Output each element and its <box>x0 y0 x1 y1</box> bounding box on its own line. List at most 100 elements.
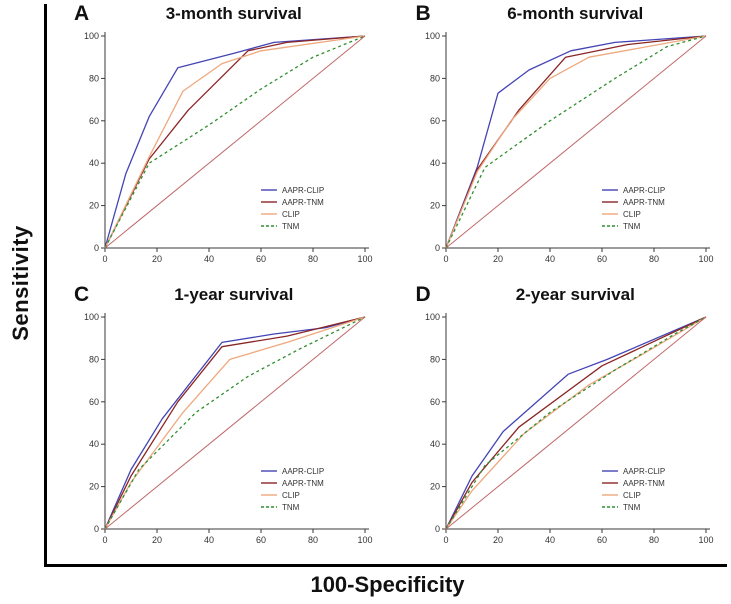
y-tick-label: 80 <box>430 354 440 364</box>
y-tick-label: 100 <box>84 312 99 322</box>
x-tick-label: 60 <box>597 535 607 545</box>
legend-label-AAPR-CLIP: AAPR-CLIP <box>623 186 665 195</box>
y-tick-label: 20 <box>89 201 99 211</box>
y-tick-label: 0 <box>94 524 99 534</box>
y-tick-label: 40 <box>89 439 99 449</box>
x-axis-label: 100-Specificity <box>310 572 465 597</box>
legend-label-TNM: TNM <box>282 222 300 231</box>
y-tick-label: 100 <box>425 312 440 322</box>
y-tick-label: 0 <box>94 243 99 253</box>
y-tick-label: 40 <box>89 158 99 168</box>
y-tick-label: 100 <box>425 31 440 41</box>
y-tick-label: 60 <box>430 397 440 407</box>
x-tick-label: 100 <box>357 535 372 545</box>
panel-letter-d: D <box>415 283 431 306</box>
roc-chart-6-month: 0 20 40 60 80 100 0 20 40 60 80 100 AAPR-CLIP AAPR-TN… <box>425 31 714 264</box>
roc-curve-AAPR-CLIP <box>445 316 707 530</box>
legend-label-TNM: TNM <box>623 503 641 512</box>
roc-curve-AAPR-CLIP <box>104 35 365 249</box>
panel-2-year: D 2-year survival 0 20 40 60 80 100 0 20 40 60 80 1… <box>390 283 731 564</box>
y-tick-label: 80 <box>89 73 99 83</box>
y-tick-label: 20 <box>430 201 440 211</box>
roc-curve-AAPR-TNM <box>445 35 707 249</box>
y-tick-label: 40 <box>430 439 440 449</box>
x-tick-label: 80 <box>308 535 318 545</box>
panel-2-year-header: D 2-year survival <box>390 283 731 309</box>
x-tick-label: 60 <box>597 254 607 264</box>
roc-chart-3-month: 0 20 40 60 80 100 0 20 40 60 80 100 AAPR-CLIP AAPR-TN… <box>84 31 373 264</box>
y-tick-label: 0 <box>435 243 440 253</box>
y-tick-label: 40 <box>430 158 440 168</box>
x-tick-label: 20 <box>493 254 503 264</box>
x-tick-label: 80 <box>649 254 659 264</box>
x-tick-label: 100 <box>357 254 372 264</box>
y-tick-label: 60 <box>89 397 99 407</box>
roc-curve-reference <box>104 316 366 530</box>
roc-curve-reference <box>104 35 366 249</box>
roc-curve-AAPR-TNM <box>104 316 365 530</box>
y-tick-label: 80 <box>430 73 440 83</box>
x-tick-label: 0 <box>444 254 449 264</box>
legend-label-CLIP: CLIP <box>623 491 641 500</box>
x-tick-label: 40 <box>204 535 214 545</box>
roc-curve-TNM <box>104 316 366 530</box>
x-tick-label: 0 <box>102 535 107 545</box>
panel-6-month-header: B 6-month survival <box>390 2 731 28</box>
roc-curve-TNM <box>445 316 707 530</box>
legend-label-AAPR-TNM: AAPR-TNM <box>282 198 324 207</box>
y-tick-label: 80 <box>89 354 99 364</box>
roc-chart-2-year: 0 20 40 60 80 100 0 20 40 60 80 100 AAPR-CLIP AAPR-TN… <box>425 312 714 545</box>
panels-grid: A 3-month survival 0 20 40 60 80 100 0 20 40 60 80… <box>48 2 731 564</box>
y-tick-label: 60 <box>430 116 440 126</box>
roc-curve-TNM <box>104 35 365 249</box>
x-tick-label: 100 <box>699 254 714 264</box>
legend-label-CLIP: CLIP <box>282 210 300 219</box>
panel-title-6-month: 6-month survival <box>507 4 644 23</box>
panel-title-3-month: 3-month survival <box>165 4 302 23</box>
y-tick-label: 20 <box>430 482 440 492</box>
x-tick-label: 0 <box>102 254 107 264</box>
x-tick-label: 20 <box>152 254 162 264</box>
roc-chart-1-year: 0 20 40 60 80 100 0 20 40 60 80 100 AAPR-CLIP AAPR-TN… <box>84 312 373 545</box>
roc-curve-AAPR-TNM <box>445 316 707 530</box>
x-tick-label: 40 <box>204 254 214 264</box>
panel-1-year: C 1-year survival 0 20 40 60 80 100 0 20 40 60 80 1… <box>48 283 390 564</box>
roc-curve-CLIP <box>445 316 707 530</box>
x-tick-label: 40 <box>545 254 555 264</box>
panel-title-1-year: 1-year survival <box>174 285 294 304</box>
roc-curve-AAPR-TNM <box>104 35 365 249</box>
roc-curve-CLIP <box>104 35 365 249</box>
legend-label-AAPR-CLIP: AAPR-CLIP <box>623 467 665 476</box>
x-tick-label: 20 <box>493 535 503 545</box>
panel-letter-a: A <box>74 2 90 25</box>
panel-1-year-header: C 1-year survival <box>48 283 390 309</box>
y-tick-label: 20 <box>89 482 99 492</box>
panel-letter-b: B <box>415 2 431 25</box>
x-tick-label: 60 <box>256 535 266 545</box>
legend-label-TNM: TNM <box>282 503 300 512</box>
x-tick-label: 80 <box>308 254 318 264</box>
roc-curve-AAPR-CLIP <box>104 316 365 530</box>
panel-letter-c: C <box>74 283 90 306</box>
panel-title-2-year: 2-year survival <box>515 285 635 304</box>
legend-label-CLIP: CLIP <box>282 491 300 500</box>
y-tick-label: 60 <box>89 116 99 126</box>
legend-label-AAPR-TNM: AAPR-TNM <box>282 479 324 488</box>
y-tick-label: 100 <box>84 31 99 41</box>
legend-label-AAPR-CLIP: AAPR-CLIP <box>282 467 324 476</box>
panel-3-month: A 3-month survival 0 20 40 60 80 100 0 20 40 60 80… <box>48 2 390 283</box>
roc-curve-reference <box>445 35 707 249</box>
legend-label-AAPR-TNM: AAPR-TNM <box>623 479 665 488</box>
x-tick-label: 40 <box>545 535 555 545</box>
legend-label-AAPR-TNM: AAPR-TNM <box>623 198 665 207</box>
y-axis-label-wrap: Sensitivity <box>0 0 42 566</box>
x-tick-label: 60 <box>256 254 266 264</box>
y-axis-label: Sensitivity <box>8 225 34 341</box>
figure-y-axis-line <box>44 4 47 566</box>
figure-x-axis-line <box>44 564 727 567</box>
panel-6-month: B 6-month survival 0 20 40 60 80 100 0 20 40 60 80… <box>390 2 731 283</box>
x-tick-label: 0 <box>444 535 449 545</box>
legend-label-AAPR-CLIP: AAPR-CLIP <box>282 186 324 195</box>
legend-label-CLIP: CLIP <box>623 210 641 219</box>
x-tick-label: 80 <box>649 535 659 545</box>
